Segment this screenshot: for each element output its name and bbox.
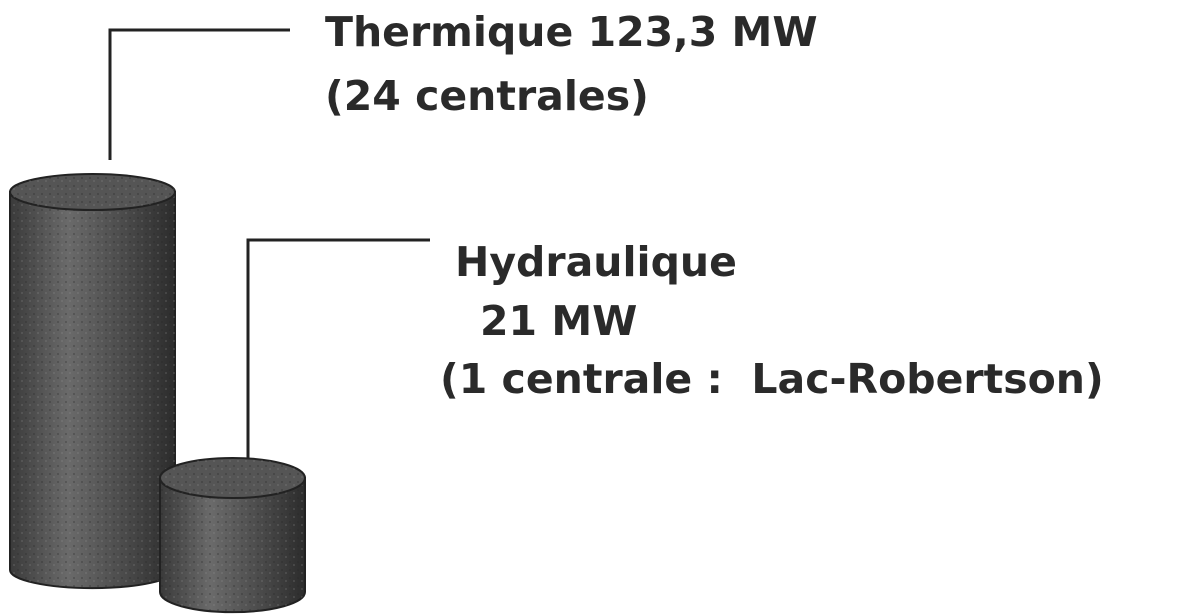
diagram: Thermique 123,3 MW (24 centrales) Hydrau…: [0, 0, 1191, 616]
label-line: (1 centrale : Lac-Robertson): [440, 355, 1104, 403]
label-line: Thermique 123,3 MW: [325, 8, 818, 56]
leader-line: [248, 240, 430, 495]
hydro-cylinder: [160, 458, 305, 612]
leader-line: [110, 30, 290, 160]
label-line: (24 centrales): [325, 72, 649, 120]
label-line: 21 MW: [480, 297, 637, 345]
label-line: Hydraulique: [455, 238, 737, 286]
thermal-cylinder: [10, 174, 175, 588]
